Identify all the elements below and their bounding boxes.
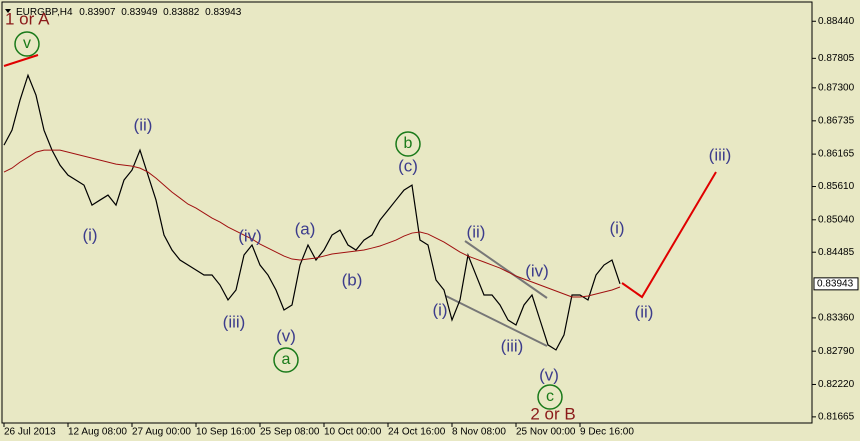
x-tick-label: 25 Nov 00:00 — [516, 427, 576, 438]
wave-label: (ii) — [635, 302, 654, 321]
price-line — [3, 73, 621, 351]
wave-label: 2 or B — [530, 404, 575, 423]
plot-frame — [1, 1, 813, 424]
last-price-box — [813, 277, 859, 291]
x-tick-label: 27 Aug 00:00 — [132, 427, 191, 438]
wave-circle — [395, 131, 421, 157]
x-tick-label: 10 Sep 16:00 — [196, 427, 256, 438]
x-tick-label: 25 Sep 08:00 — [260, 427, 320, 438]
wave-circle — [14, 31, 40, 57]
last-price-label: 0.83943 — [817, 278, 854, 289]
x-tick-label: 9 Dec 16:00 — [580, 427, 634, 438]
wave-label: 1 or A — [5, 9, 50, 28]
channel-line — [464, 240, 548, 299]
x-tick-label: 12 Aug 08:00 — [68, 427, 127, 438]
wave-label: c — [546, 388, 554, 405]
x-tick-label: 8 Nov 08:00 — [452, 427, 506, 438]
wave-label: (a) — [295, 219, 316, 238]
wave-label: (iii) — [223, 312, 246, 331]
wave-label: (i) — [609, 218, 624, 237]
wave-label: v — [23, 35, 31, 52]
wave-label: (iv) — [525, 261, 549, 280]
y-tick-label: 0.84485 — [818, 247, 855, 258]
wave-label: (i) — [432, 300, 447, 319]
wave-label: (b) — [342, 270, 363, 289]
wave-label: (i) — [82, 225, 97, 244]
x-tick-label: 10 Oct 00:00 — [324, 427, 382, 438]
close: 0.83943 — [205, 7, 242, 18]
wave-label: (v) — [276, 326, 296, 345]
wave-label: (iii) — [709, 145, 732, 164]
wave-label: b — [404, 135, 413, 152]
open: 0.83907 — [79, 7, 116, 18]
wave-circle — [537, 384, 563, 410]
y-tick-label: 0.82220 — [818, 379, 855, 390]
trend-line — [3, 54, 39, 67]
x-tick-label: 24 Oct 16:00 — [388, 427, 446, 438]
y-tick-label: 0.85040 — [818, 214, 855, 225]
wave-label: (ii) — [134, 115, 153, 134]
y-tick-label: 0.87805 — [818, 53, 855, 64]
wave-label: (iii) — [501, 336, 524, 355]
low: 0.83882 — [163, 7, 200, 18]
wave-label: (ii) — [467, 222, 486, 241]
x-tick-label: 26 Jul 2013 — [4, 427, 56, 438]
wave-label: (v) — [539, 365, 559, 384]
y-tick-label: 0.82790 — [818, 346, 855, 357]
wave-label: (c) — [398, 156, 418, 175]
wave-label: a — [282, 351, 291, 368]
header-arrow — [5, 9, 11, 13]
wave-label: (iv) — [238, 226, 262, 245]
y-tick-label: 0.86735 — [818, 115, 855, 126]
y-tick-label: 0.86165 — [818, 149, 855, 160]
y-tick-label: 0.81665 — [818, 412, 855, 423]
symbol: EURGBP,H4 — [16, 7, 73, 18]
channel-line — [445, 295, 548, 347]
y-tick-label: 0.87300 — [818, 82, 855, 93]
wave-circle — [273, 347, 299, 373]
forecast-line — [621, 171, 717, 299]
y-tick-label: 0.88440 — [818, 16, 855, 27]
moving-average — [3, 149, 621, 298]
high: 0.83949 — [121, 7, 158, 18]
y-tick-label: 0.83360 — [818, 313, 855, 324]
y-tick-label: 0.85610 — [818, 181, 855, 192]
header: EURGBP,H4 0.83907 0.83949 0.83882 0.8394… — [16, 7, 242, 18]
